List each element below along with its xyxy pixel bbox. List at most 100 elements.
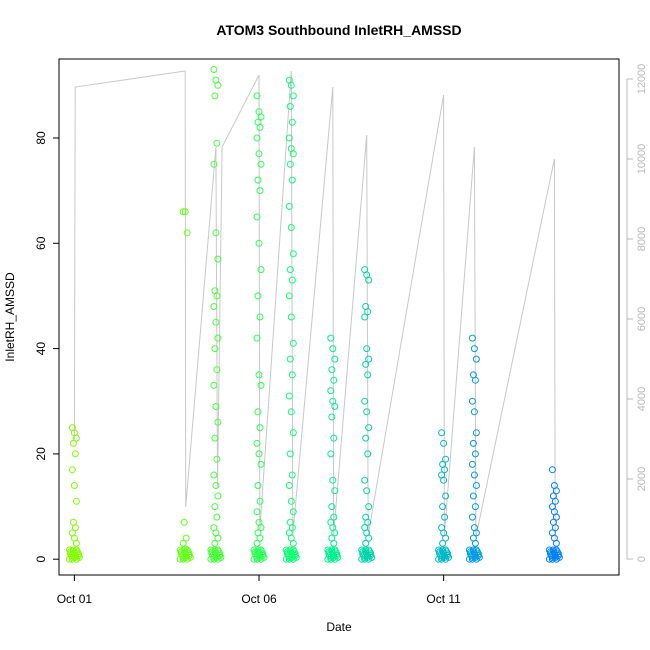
data-point [180,518,188,526]
data-point [207,546,215,554]
data-point [440,476,448,484]
data-point [210,160,218,168]
data-point [468,334,476,342]
y-axis: 0 20 40 60 80 [34,131,59,563]
data-point [552,539,560,547]
data-point [330,539,338,547]
data-point [255,150,263,158]
y2-tick-label: 6000 [636,307,648,331]
data-point [254,176,262,184]
data-point [72,497,80,505]
data-point [364,308,372,316]
data-point [329,345,337,353]
data-point [71,524,79,532]
data-point [213,455,221,463]
data-point [285,482,293,489]
data-point [210,66,218,73]
y-tick-label: 80 [34,131,48,145]
data-point [435,546,443,554]
data-point [289,508,297,516]
data-point [287,224,295,231]
y-tick-label: 0 [34,556,48,563]
data-point [211,434,219,442]
y2-tick-label: 12000 [636,64,648,95]
data-point [210,381,218,389]
data-point [361,476,369,484]
data-point [214,334,222,342]
data-point [256,424,264,432]
y2-tick-label: 0 [636,556,648,562]
data-point [364,450,372,458]
data-point [470,345,478,353]
data-point [70,482,78,489]
x-axis: Oct 01 Oct 06 Oct 11 [57,575,461,606]
data-point [358,546,366,554]
data-point [328,413,336,421]
data-point [363,408,371,416]
data-point [214,534,222,542]
data-point [210,303,218,310]
points-layer [65,66,563,563]
data-point [470,408,478,416]
data-point [181,208,189,216]
data-point [363,345,371,353]
data-point [176,546,184,554]
data-point [440,439,448,447]
data-point [213,366,221,374]
data-point [439,503,447,511]
data-point [442,546,450,554]
data-point [331,403,339,410]
data-point [362,539,370,547]
data-point [253,508,261,516]
data-point [255,450,263,458]
data-point [285,202,293,210]
data-point [468,397,476,405]
data-point [257,460,265,468]
data-point [256,123,264,131]
data-point [331,487,339,495]
data-point [552,487,560,495]
data-point [250,546,258,554]
data-point [256,187,264,195]
data-point [289,339,297,347]
data-point [441,513,449,521]
data-point [331,546,339,554]
data-point [362,360,370,368]
data-point [331,355,339,363]
data-point [214,255,222,263]
data-point [65,546,73,554]
data-point [327,450,335,458]
data-point [328,366,336,374]
y2-tick-label: 4000 [636,387,648,411]
data-point [331,529,339,537]
plot-frame [58,58,620,576]
data-point [71,450,79,458]
data-point [214,81,222,89]
data-point [442,492,450,500]
data-point [365,503,373,511]
data-point [364,371,372,379]
data-point [363,487,371,495]
data-point [468,460,476,468]
data-point [329,476,337,484]
data-point [365,355,373,363]
data-point [327,334,335,342]
data-point [469,492,477,500]
data-point [72,434,80,442]
data-point [285,134,293,142]
secondary-series-layer [73,70,556,542]
data-point [179,208,187,216]
data-point [214,546,222,554]
data-point [465,546,473,554]
data-point [439,539,447,547]
data-point [287,81,295,89]
data-point [69,439,77,447]
data-point [257,160,265,168]
data-point [328,503,336,511]
data-point [286,266,294,274]
data-point [257,546,265,554]
data-point [285,292,293,300]
data-point [289,250,297,258]
data-point [253,539,261,547]
data-point [212,318,220,326]
